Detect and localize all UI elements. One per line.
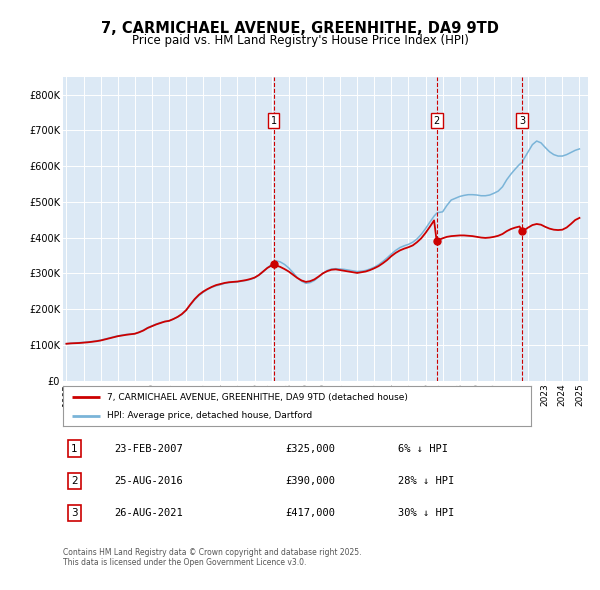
Text: 2: 2	[434, 116, 440, 126]
Text: Contains HM Land Registry data © Crown copyright and database right 2025.
This d: Contains HM Land Registry data © Crown c…	[63, 548, 361, 567]
Text: 30% ↓ HPI: 30% ↓ HPI	[398, 508, 455, 518]
Text: 7, CARMICHAEL AVENUE, GREENHITHE, DA9 9TD: 7, CARMICHAEL AVENUE, GREENHITHE, DA9 9T…	[101, 21, 499, 35]
Point	[517, 227, 527, 236]
Point	[269, 260, 278, 269]
Text: 2: 2	[71, 476, 77, 486]
Text: 3: 3	[71, 508, 77, 518]
Text: £325,000: £325,000	[285, 444, 335, 454]
Text: 25-AUG-2016: 25-AUG-2016	[115, 476, 184, 486]
Text: 28% ↓ HPI: 28% ↓ HPI	[398, 476, 455, 486]
Text: 3: 3	[519, 116, 525, 126]
Text: 26-AUG-2021: 26-AUG-2021	[115, 508, 184, 518]
Point	[432, 237, 442, 246]
Text: Price paid vs. HM Land Registry's House Price Index (HPI): Price paid vs. HM Land Registry's House …	[131, 34, 469, 47]
Text: 1: 1	[271, 116, 277, 126]
Text: 1: 1	[71, 444, 77, 454]
Text: HPI: Average price, detached house, Dartford: HPI: Average price, detached house, Dart…	[107, 411, 313, 421]
Text: 6% ↓ HPI: 6% ↓ HPI	[398, 444, 448, 454]
Text: £390,000: £390,000	[285, 476, 335, 486]
Text: 7, CARMICHAEL AVENUE, GREENHITHE, DA9 9TD (detached house): 7, CARMICHAEL AVENUE, GREENHITHE, DA9 9T…	[107, 392, 409, 402]
Text: 23-FEB-2007: 23-FEB-2007	[115, 444, 184, 454]
Text: £417,000: £417,000	[285, 508, 335, 518]
